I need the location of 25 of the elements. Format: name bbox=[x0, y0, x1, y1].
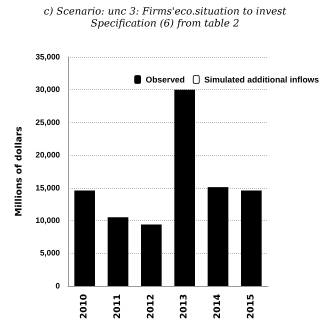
legend-label: Simulated additional inflows bbox=[204, 74, 320, 84]
y-axis-title: Millions of dollars bbox=[14, 126, 24, 217]
x-tick-label: 2013 bbox=[180, 294, 190, 320]
bar bbox=[208, 187, 228, 286]
x-tick-label: 2012 bbox=[146, 294, 156, 320]
y-tick-label: 0 bbox=[56, 281, 61, 290]
y-tick-label: 25,000 bbox=[36, 118, 61, 127]
legend-label: Observed bbox=[146, 74, 185, 84]
x-tick-label: 2011 bbox=[113, 294, 123, 320]
bar bbox=[108, 217, 128, 286]
x-tick-label: 2014 bbox=[213, 294, 223, 320]
y-tick-label: 20,000 bbox=[36, 150, 61, 160]
y-tick-label: 30,000 bbox=[36, 85, 61, 94]
x-tick-label: 2015 bbox=[246, 294, 256, 320]
x-tick-label: 2010 bbox=[80, 294, 90, 320]
y-tick-label: 5,000 bbox=[40, 248, 61, 258]
y-tick-label: 15,000 bbox=[36, 183, 61, 192]
y-tick-label: 35,000 bbox=[36, 52, 61, 62]
bar bbox=[74, 190, 95, 286]
bar bbox=[241, 190, 262, 286]
y-tick-label: 10,000 bbox=[36, 216, 61, 226]
chart-subtitle: Specification (6) from table 2 bbox=[90, 18, 240, 30]
bar bbox=[174, 90, 195, 286]
bar bbox=[141, 224, 162, 286]
chart-title: c) Scenario: unc 3: Firms'eco.situation to invest bbox=[44, 6, 288, 18]
